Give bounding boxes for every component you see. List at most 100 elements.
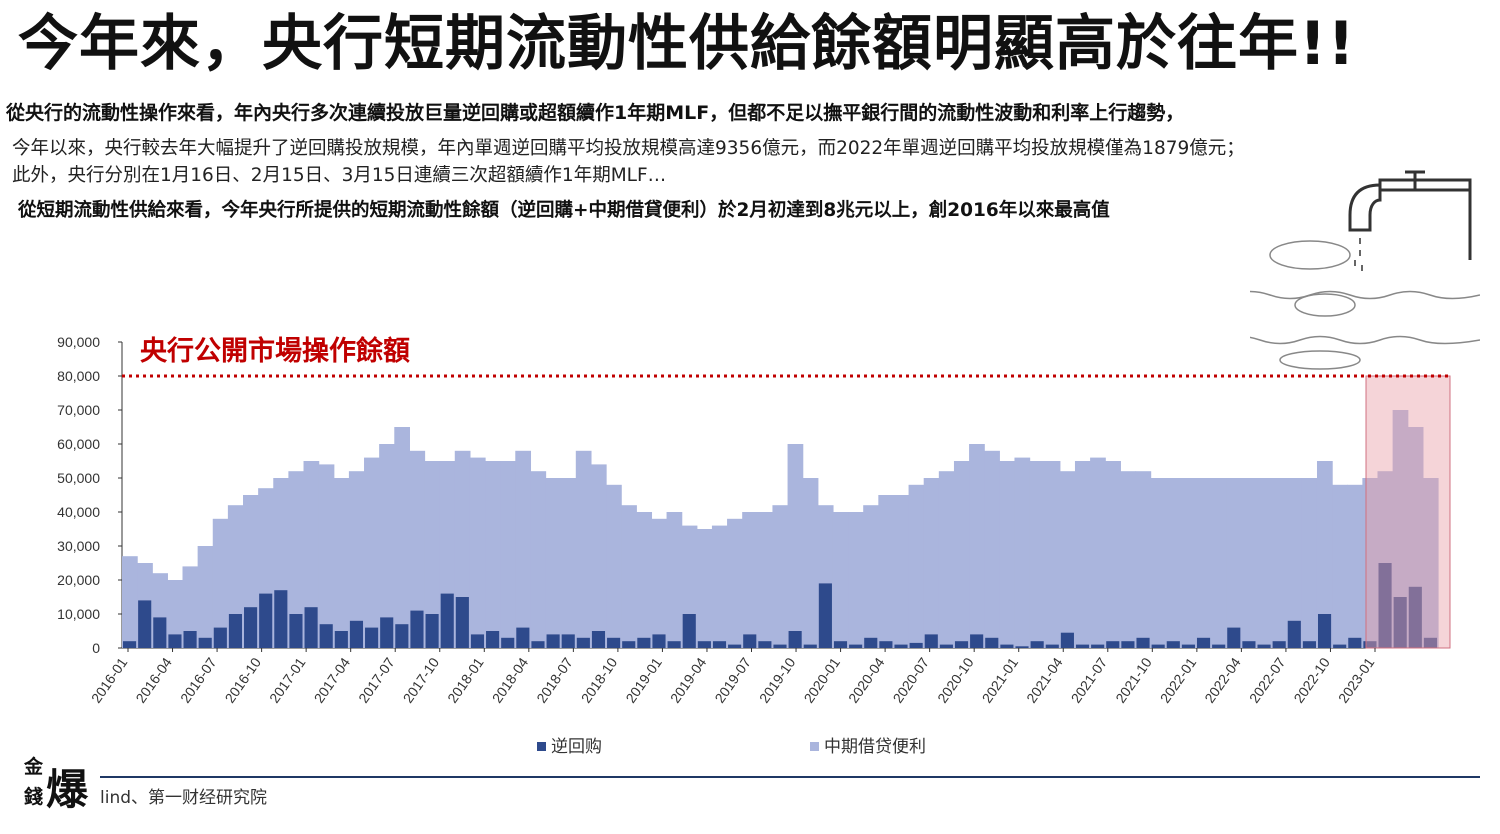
reverse-repo-bar [1136, 637, 1150, 648]
mlf-bar [938, 471, 955, 648]
reverse-repo-bar [803, 644, 817, 648]
mlf-bar [379, 444, 395, 648]
mlf-bar [969, 444, 985, 648]
logo-char-2: 錢 [24, 786, 44, 808]
mlf-bar [1059, 471, 1076, 648]
x-tick-label: 2022-04 [1201, 654, 1244, 705]
y-tick-label: 50,000 [57, 470, 100, 486]
y-tick-label: 10,000 [57, 606, 100, 622]
x-tick-label: 2018-04 [489, 654, 532, 705]
reverse-repo-bar [501, 637, 515, 648]
mlf-bar [848, 512, 864, 648]
reverse-repo-bar [349, 620, 364, 648]
mlf-bar [1044, 461, 1061, 648]
reverse-repo-bar [425, 614, 439, 648]
mlf-bar [182, 566, 199, 648]
reverse-repo-bar [561, 634, 575, 648]
mlf-bar [636, 512, 653, 648]
reverse-repo-bar [319, 624, 333, 648]
reverse-repo-bar [667, 641, 681, 648]
x-tick-label: 2020-01 [800, 654, 843, 705]
reverse-repo-bar [486, 631, 500, 648]
y-tick-label: 70,000 [57, 402, 100, 418]
reverse-repo-bar [637, 637, 651, 648]
reverse-repo-bar [1317, 614, 1332, 648]
reverse-repo-bar [1393, 597, 1407, 648]
reverse-repo-bar [1060, 632, 1074, 648]
body-line-1: 今年以來，央行較去年大幅提升了逆回購投放規模，年內單週逆回購平均投放規模高達93… [12, 138, 1245, 159]
mlf-bar [878, 495, 895, 648]
x-tick-label: 2016-07 [177, 654, 220, 705]
mlf-bar [530, 471, 547, 648]
mlf-bar [802, 478, 819, 648]
x-tick-label: 2021-07 [1068, 654, 1111, 705]
mlf-bar [590, 464, 607, 648]
reverse-repo-bar [244, 607, 258, 648]
x-tick-label: 2017-10 [400, 654, 443, 705]
mlf-bar [1422, 478, 1439, 648]
mlf-bar [1286, 478, 1303, 648]
mlf-bar [863, 505, 879, 648]
reverse-repo-bar [1106, 641, 1120, 648]
x-tick-label: 2020-10 [934, 654, 977, 705]
page-title: 今年來，央行短期流動性供給餘額明顯高於往年!! [18, 9, 1356, 79]
highlight-region [1365, 375, 1451, 649]
x-tick-label: 2018-10 [578, 654, 621, 705]
mlf-bar [953, 461, 970, 648]
mlf-bar [197, 546, 214, 648]
mlf-bar [1135, 471, 1152, 648]
reverse-repo-bar [1000, 644, 1014, 648]
reverse-repo-bar [1121, 641, 1135, 648]
reverse-repo-bar [712, 641, 727, 648]
mlf-bar [1332, 484, 1348, 648]
y-tick-label: 40,000 [57, 504, 100, 520]
reverse-repo-bar [365, 627, 379, 648]
reverse-repo-bar [1363, 641, 1377, 648]
mlf-bar [394, 427, 411, 648]
reverse-repo-bar [894, 644, 908, 648]
reverse-repo-bar [591, 631, 606, 648]
mlf-bar [757, 512, 774, 648]
mlf-bar [651, 518, 668, 648]
mlf-bar [696, 529, 713, 648]
reverse-repo-bar [909, 642, 923, 648]
reverse-repo-bar [546, 634, 560, 648]
reverse-repo-bar [531, 641, 545, 648]
reverse-repo-bar [1030, 641, 1044, 648]
mlf-bar [1271, 478, 1288, 648]
mlf-bar [560, 478, 577, 648]
mlf-bar [364, 457, 380, 648]
subtitle-operations: 從央行的流動性操作來看，年內央行多次連續投放巨量逆回購或超額續作1年期MLF，但… [6, 102, 1185, 124]
mlf-bar [1195, 478, 1212, 648]
mlf-bar [348, 471, 365, 648]
reverse-repo-bar [1227, 627, 1241, 648]
reverse-repo-bar [395, 624, 409, 648]
mlf-bar [1105, 461, 1121, 648]
mlf-bar [1256, 478, 1273, 648]
x-tick-label: 2019-07 [711, 654, 754, 705]
legend-label: 逆回购 [551, 737, 602, 757]
mlf-bar [1014, 457, 1031, 648]
x-tick-label: 2017-07 [355, 654, 398, 705]
legend-swatch [537, 742, 546, 751]
reverse-repo-bar [1287, 620, 1301, 648]
mlf-bar [787, 444, 804, 648]
reverse-repo-bar [455, 597, 469, 648]
reverse-repo-bar [1408, 586, 1422, 648]
reverse-repo-bar [758, 641, 772, 648]
reverse-repo-bar [954, 641, 969, 648]
mlf-bar [666, 512, 683, 648]
x-tick-label: 2018-07 [533, 654, 576, 705]
y-tick-label: 0 [92, 640, 100, 656]
reverse-repo-bar [198, 637, 212, 648]
reverse-repo-bar [274, 590, 288, 648]
x-tick-label: 2020-07 [890, 654, 933, 705]
reverse-repo-bar [728, 644, 742, 648]
reverse-repo-bar [607, 637, 621, 648]
y-tick-label: 90,000 [57, 334, 100, 350]
reverse-repo-bar [516, 627, 530, 648]
body-line-2: 此外，央行分別在1月16日、2月15日、3月15日連續三次超額續作1年期MLF… [12, 165, 667, 186]
mlf-bar [1165, 478, 1182, 648]
reverse-repo-bar [985, 637, 999, 648]
